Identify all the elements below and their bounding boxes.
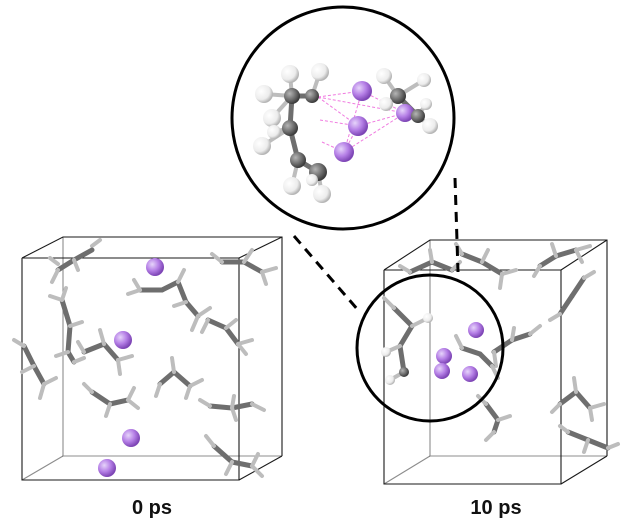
panel-label-0ps: 0 ps <box>131 497 173 519</box>
molecule-0ps-5 <box>76 328 134 376</box>
li-ion <box>462 366 478 382</box>
highlight-circle <box>355 273 505 423</box>
molecule-10ps-7 <box>550 376 606 422</box>
li-ion <box>352 81 372 101</box>
molecule-10ps-6 <box>476 394 512 442</box>
li-ion <box>122 429 140 447</box>
molecule-0ps-10 <box>198 394 266 422</box>
zoom-connector-left <box>292 235 360 311</box>
molecule-0ps-2 <box>210 248 278 286</box>
molecule-10ps-4 <box>548 270 596 322</box>
molecule-10ps-2 <box>454 242 518 290</box>
molecule-0ps-1 <box>48 238 102 284</box>
molecule-0ps-6 <box>200 317 254 356</box>
molecule-0ps-8 <box>82 382 140 418</box>
li-ion <box>146 258 164 276</box>
molecule-0ps-7 <box>12 338 58 400</box>
molecule-0ps-11 <box>204 434 264 478</box>
molecule-0ps-9 <box>154 356 204 400</box>
molecule-10ps-8 <box>558 424 620 454</box>
li-ion <box>348 116 368 136</box>
panel-label-10ps: 10 ps <box>470 497 522 519</box>
molecules-0ps <box>12 238 278 478</box>
inset-molecule-left <box>253 63 331 203</box>
li-ion <box>468 322 484 338</box>
li-ion <box>114 331 132 349</box>
zoom-connector-right <box>453 177 460 273</box>
molecule-0ps-4 <box>48 286 86 365</box>
molecule-10ps-3 <box>532 242 592 278</box>
inset-molecule-right <box>376 68 438 134</box>
zoom-inset <box>230 5 456 231</box>
li-ion <box>98 459 116 477</box>
li-ion <box>436 348 452 364</box>
box-10ps <box>383 239 608 485</box>
li-ion <box>434 363 450 379</box>
li-ion <box>334 142 354 162</box>
molecule-0ps-3 <box>126 268 212 332</box>
